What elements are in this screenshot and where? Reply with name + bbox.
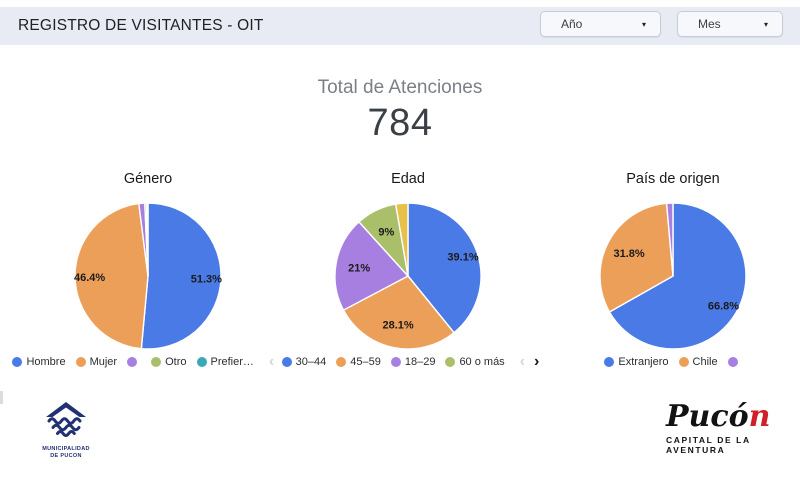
legend-item-label: 30–44 [295, 356, 327, 368]
legend-dot-icon [390, 357, 401, 367]
pie-genero: 51.3% 46.4% [18, 200, 278, 352]
month-filter-dropdown[interactable]: Mes ▾ [677, 11, 783, 37]
month-filter-label: Mes [698, 17, 721, 31]
legend-dot-icon [678, 357, 689, 367]
municipalidad-text-line1: MUNICIPALIDAD [42, 446, 90, 452]
brand-tagline: CAPITAL DE LA AVENTURA [666, 435, 751, 455]
legend-dot-icon [151, 357, 162, 367]
pie-value-label: 66.8% [708, 300, 739, 312]
legend-dot-icon [727, 357, 738, 367]
legend-item-label: 18–29 [404, 356, 436, 368]
legend-dot-icon [445, 357, 456, 367]
pie-edad: 39.1% 28.1% 21% 9% [278, 200, 538, 352]
pie-slice-Prefier…[interactable] [145, 202, 149, 277]
legend-prev-icon: ‹ [519, 353, 526, 370]
brand-name-red: n [748, 399, 771, 434]
legend-item-30–44[interactable]: 30–44 [281, 356, 327, 368]
legend-pagination: ‹› [520, 354, 540, 370]
chart-edad: Edad 39.1% 28.1% 21% 9% 30–44 45–59 18–29 60 o… [278, 171, 540, 370]
legend-dot-icon [336, 357, 347, 367]
legend-item-label: Mujer [89, 356, 118, 368]
pie-slice-18–29[interactable] [334, 220, 410, 312]
chart-title-edad: Edad [391, 171, 425, 187]
chart-title-genero: Género [123, 171, 173, 187]
page-title: REGISTRO DE VISITANTES - OIT [18, 17, 264, 34]
legend-item-Extranjero[interactable]: Extranjero [604, 356, 669, 368]
legend-edad: 30–44 45–59 18–29 60 o más ‹ › [278, 354, 540, 370]
brand-name-black: Pucó [666, 399, 749, 434]
pie-value-label: 46.4% [74, 272, 105, 284]
legend-item-18–29[interactable]: 18–29 [390, 356, 436, 368]
pie-value-label: 31.8% [613, 248, 644, 260]
year-filter-dropdown[interactable]: Año ▾ [540, 11, 661, 37]
legend-prev-icon: ‹ [268, 353, 275, 370]
legend-dot-icon [281, 357, 292, 367]
chart-pais-origen: País de origen 66.8% 31.8% Extranjero Chil… [543, 171, 800, 370]
legend-item-sin-etiqueta[interactable] [727, 357, 742, 367]
pie-slice-sin-etiqueta[interactable] [665, 202, 674, 277]
pie-slice-45–59[interactable] [342, 275, 456, 350]
legend-item-label: 60 o más [459, 356, 505, 368]
legend-item-Prefier…[interactable]: Prefier… [196, 356, 254, 368]
legend-dot-icon [75, 357, 86, 367]
chart-title-pais-origen: País de origen [626, 171, 720, 187]
legend-next-icon[interactable]: › [534, 353, 540, 370]
legend-item-45–59[interactable]: 45–59 [336, 356, 381, 368]
municipalidad-pucon-logo: MUNICIPALIDAD DE PUCON [20, 399, 112, 460]
legend-dot-icon [127, 357, 138, 367]
top-bar: REGISTRO DE VISITANTES - OIT [0, 7, 800, 45]
pie-slice-Extranjero[interactable] [608, 202, 747, 350]
pucon-brand-logo: Pucón CAPITAL DE LA AVENTURA [666, 399, 796, 456]
municipalidad-logo-icon [46, 402, 86, 437]
pie-value-label: 28.1% [382, 320, 413, 332]
chevron-down-icon: ▾ [641, 19, 646, 29]
municipalidad-text-line2: DE PUCON [50, 453, 82, 460]
pie-pais-origen: 66.8% 31.8% [543, 200, 800, 352]
legend-item-label: Prefier… [210, 356, 254, 368]
pie-value-label: 9% [378, 226, 394, 238]
pie-slice-Mujer[interactable] [74, 202, 149, 350]
legend-item-label: Chile [692, 356, 718, 368]
legend-item-Hombre[interactable]: Hombre [12, 356, 66, 368]
pie-slice-sin-etiqueta[interactable] [394, 202, 409, 277]
legend-pais-origen: Extranjero Chile [543, 354, 800, 370]
chevron-down-icon: ▾ [763, 19, 768, 29]
legend-item-Chile[interactable]: Chile [678, 356, 718, 368]
kpi-label: Total de Atenciones [317, 77, 483, 98]
pie-value-label: 51.3% [191, 274, 222, 286]
kpi-value: 784 [367, 102, 433, 144]
legend-item-label: Extranjero [618, 356, 669, 368]
pie-slice-30–44[interactable] [407, 202, 482, 334]
scrollbar-notch [0, 391, 3, 404]
pie-value-label: 21% [348, 262, 370, 274]
legend-item-label: Hombre [26, 356, 66, 368]
chart-genero: Género 51.3% 46.4% Hombre Mujer Otro Prefier… [12, 171, 289, 370]
legend-item-Mujer[interactable]: Mujer [75, 356, 118, 368]
legend-item-sin-etiqueta[interactable] [127, 357, 141, 367]
pie-value-label: 39.1% [447, 251, 478, 263]
legend-item-Otro[interactable]: Otro [151, 356, 187, 368]
legend-item-label: Otro [165, 356, 187, 368]
kpi-total-atenciones: Total de Atenciones 784 [0, 77, 800, 145]
legend-item-label: 45–59 [350, 356, 381, 368]
legend-item-60 o más[interactable]: 60 o más [445, 356, 505, 368]
legend-dot-icon [604, 357, 615, 367]
pie-slice-Chile[interactable] [599, 202, 674, 313]
legend-dot-icon [196, 357, 207, 367]
year-filter-label: Año [561, 17, 583, 31]
pie-slice-Hombre[interactable] [140, 202, 222, 350]
legend-dot-icon [12, 357, 23, 367]
